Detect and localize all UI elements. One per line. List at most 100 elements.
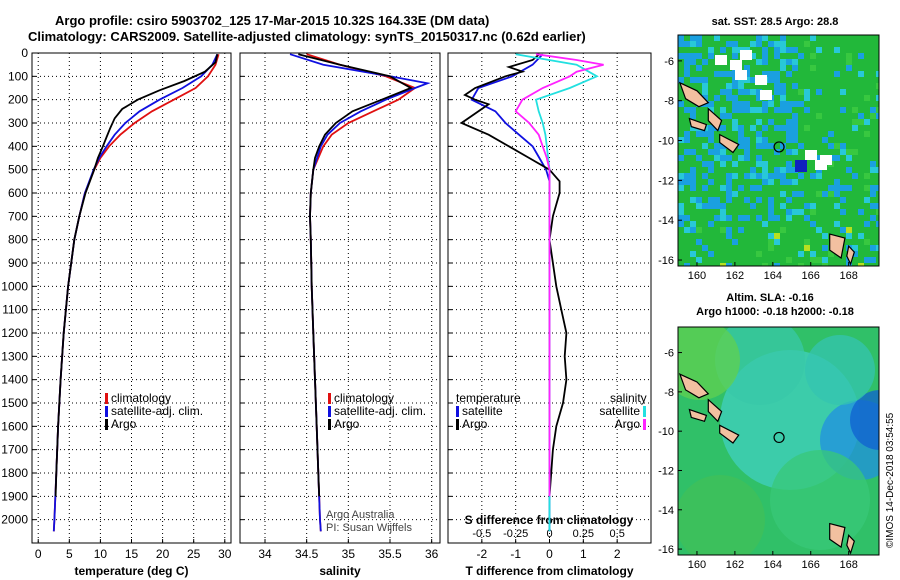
x-tick-label: -1: [510, 547, 521, 561]
sst-cell: [720, 149, 726, 155]
sst-cell: [702, 245, 708, 251]
sst-cell: [708, 101, 714, 107]
sst-cell: [798, 251, 804, 257]
sst-cell: [750, 173, 756, 179]
sst-cell: [678, 41, 684, 47]
sla-blob: [805, 335, 875, 405]
sst-cell: [732, 53, 738, 59]
sst-cell: [792, 101, 798, 107]
sst-cell: [786, 131, 792, 137]
sst-cell: [852, 251, 858, 257]
sst-cell: [762, 143, 768, 149]
sst-cell: [876, 185, 879, 191]
sst-cell: [744, 89, 750, 95]
y-tick-label: 500: [8, 163, 28, 177]
sst-cell: [744, 173, 750, 179]
sst-cell: [780, 107, 786, 113]
sst-cell: [756, 89, 762, 95]
sst-cell: [780, 191, 786, 197]
y-tick-label: 300: [8, 116, 28, 130]
sst-cell: [702, 203, 708, 209]
sst-cell: [696, 239, 702, 245]
sst-cell: [786, 167, 792, 173]
island: [846, 534, 855, 555]
sst-cell: [822, 233, 828, 239]
sst-cell: [780, 101, 786, 107]
sst-cell: [864, 131, 870, 137]
sst-cell: [786, 101, 792, 107]
sst-cell: [870, 185, 876, 191]
y-tick-label: 1600: [1, 419, 28, 433]
sst-cell: [726, 95, 732, 101]
sst-cell: [858, 233, 864, 239]
sst-cell: [798, 173, 804, 179]
sst-cell: [774, 89, 780, 95]
sst-cell: [696, 227, 702, 233]
legend-swatch: [328, 419, 331, 430]
x-tick-label: 30: [218, 547, 232, 561]
sst-cell: [792, 119, 798, 125]
sst-cell: [774, 47, 780, 53]
sst-cell: [816, 47, 822, 53]
sst-cell: [756, 107, 762, 113]
sst-cell: [708, 149, 714, 155]
sst-cell: [864, 185, 870, 191]
sst-cell: [816, 191, 822, 197]
sst-cell: [678, 179, 684, 185]
sst-cell: [780, 59, 786, 65]
sst-cell: [690, 125, 696, 131]
map-y-tick-label: -8: [664, 96, 674, 108]
sst-cell: [792, 179, 798, 185]
sst-cell: [792, 131, 798, 137]
sst-cell: [744, 143, 750, 149]
sst-cell: [678, 185, 684, 191]
sst-cell: [690, 227, 696, 233]
legend-swatch: [643, 406, 646, 417]
sst-cell: [726, 41, 732, 47]
sst-cell: [696, 41, 702, 47]
sla-blob: [678, 475, 765, 555]
map-y-tick-label: -14: [658, 505, 674, 517]
figure-title-line1: Argo profile: csiro 5903702_125 17-Mar-2…: [55, 13, 490, 28]
sst-cell: [738, 185, 744, 191]
sst-cell: [798, 101, 804, 107]
sst-cell: [726, 227, 732, 233]
sst-cell: [792, 113, 798, 119]
sst-cell: [768, 179, 774, 185]
y-tick-label: 1400: [1, 373, 28, 387]
legend-entry: satellite-adj. clim.: [111, 404, 203, 418]
y-tick-label: 1500: [1, 396, 28, 410]
sst-cell: [852, 125, 858, 131]
island: [719, 424, 740, 444]
sst-cell: [822, 191, 828, 197]
sst-cell: [690, 53, 696, 59]
sst-cell: [720, 107, 726, 113]
sst-cell: [702, 89, 708, 95]
legend-swatch: [328, 393, 331, 404]
plot-frame: [239, 52, 441, 544]
sst-cell: [684, 215, 690, 221]
legend-swatch: [456, 406, 459, 417]
sst-cell: [762, 71, 768, 77]
x-tick-label: 0: [35, 547, 42, 561]
sst-cell: [756, 215, 762, 221]
sst-cell: [678, 77, 684, 83]
sst-cell: [744, 155, 750, 161]
sst-cell: [846, 155, 852, 161]
sla-map-title: Altim. SLA: -0.16: [726, 292, 813, 304]
sst-cell: [684, 71, 690, 77]
sst-cell: [786, 71, 792, 77]
sst-cell: [786, 209, 792, 215]
sst-cell: [810, 65, 816, 71]
sst-cell: [870, 167, 876, 173]
sst-cell: [738, 155, 744, 161]
cold-cell: [795, 160, 807, 172]
sst-cell: [804, 215, 810, 221]
sst-cell: [714, 197, 720, 203]
sst-cell: [684, 149, 690, 155]
sst-cell: [756, 35, 762, 41]
map-y-tick-label: -16: [658, 544, 674, 556]
sst-cell: [744, 65, 750, 71]
sst-cell: [732, 125, 738, 131]
sst-cell: [726, 263, 732, 266]
